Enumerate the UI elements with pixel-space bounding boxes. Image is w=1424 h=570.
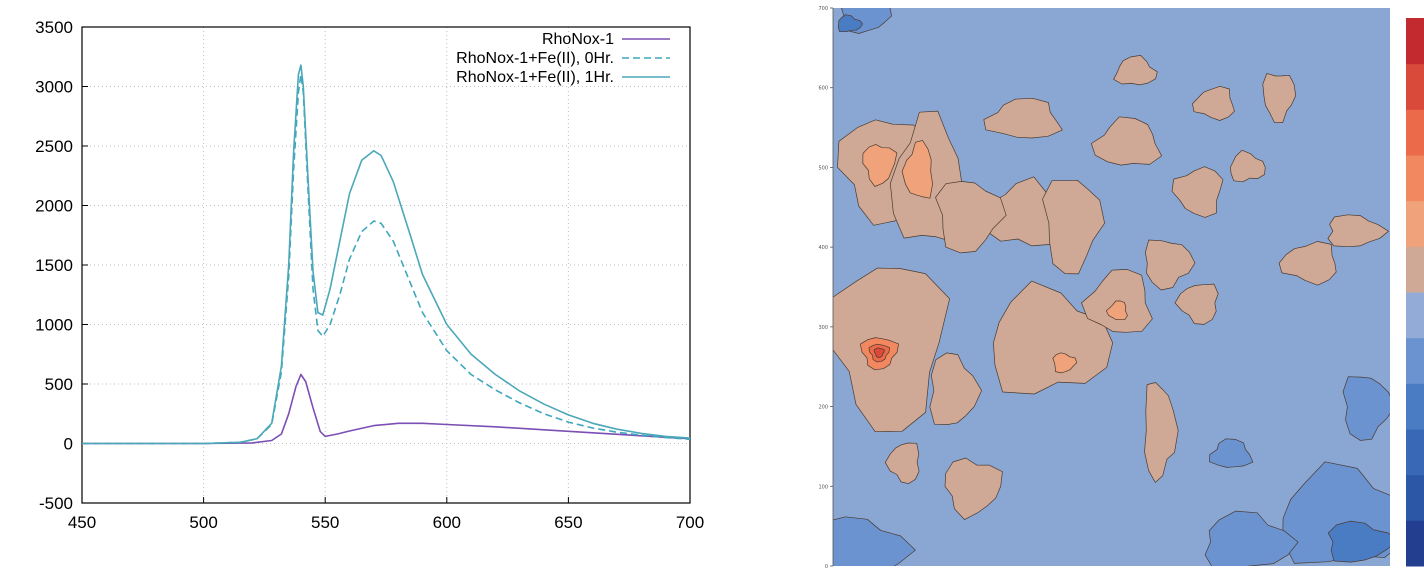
colorbar-segment bbox=[1406, 18, 1424, 65]
colorbar-segment bbox=[1406, 246, 1424, 293]
contour-map-svg: 0 100 200 300 400 500 600 700 bbox=[818, 6, 1424, 570]
y-tick-label: -500 bbox=[39, 494, 73, 513]
y-axis-ticks: -500 0 500 1000 1500 2000 2500 3000 3500 bbox=[35, 18, 88, 513]
hot-region bbox=[935, 181, 1007, 254]
x-tick-label: 450 bbox=[68, 513, 96, 532]
y-tick-label: 3000 bbox=[35, 78, 73, 97]
hot-region bbox=[1052, 352, 1078, 374]
colorbar-segment bbox=[1406, 520, 1424, 567]
cold-region bbox=[1327, 520, 1390, 563]
colorbar-segment bbox=[1406, 109, 1424, 156]
x-axis-ticks: 450 500 550 600 650 700 bbox=[68, 497, 704, 532]
legend-label-1: RhoNox-1 bbox=[542, 31, 614, 48]
hot-region bbox=[1144, 382, 1179, 483]
y-tick-label: 3500 bbox=[35, 18, 73, 37]
x-tick-label: 700 bbox=[676, 513, 704, 532]
grid bbox=[81, 26, 691, 504]
hot-region bbox=[1090, 116, 1163, 166]
line-chart-svg: 450 500 550 600 650 700 -500 0 500 1000 1500 2000 2… bbox=[35, 18, 704, 532]
colorbar-segment bbox=[1406, 200, 1424, 247]
cold-region bbox=[1209, 438, 1254, 468]
colorbar bbox=[1406, 18, 1424, 567]
hot-region bbox=[929, 352, 982, 425]
hot-region bbox=[1105, 300, 1128, 321]
hot-region bbox=[1278, 241, 1337, 286]
y-tick-label: 2000 bbox=[35, 197, 73, 216]
colorbar-segment bbox=[1406, 292, 1424, 339]
map-y-tick-label: 0 bbox=[825, 564, 828, 570]
y-tick-label: 1000 bbox=[35, 316, 73, 335]
map-y-axis-ticks: 0 100 200 300 400 500 600 700 bbox=[818, 6, 834, 570]
hot-region bbox=[1229, 149, 1266, 183]
map-y-tick-label: 300 bbox=[818, 325, 828, 331]
hot-region bbox=[993, 280, 1114, 395]
hot-region bbox=[1113, 55, 1158, 86]
series-line-3 bbox=[82, 64, 691, 445]
hot-region bbox=[884, 442, 920, 485]
hot-region bbox=[1174, 283, 1219, 325]
hot-region bbox=[862, 144, 898, 187]
series-line-2 bbox=[82, 73, 691, 445]
x-tick-label: 550 bbox=[311, 513, 339, 532]
cold-region bbox=[833, 516, 916, 566]
map-y-tick-label: 400 bbox=[818, 245, 828, 251]
y-tick-label: 500 bbox=[45, 375, 73, 394]
y-tick-label: 0 bbox=[64, 435, 73, 454]
hot-region bbox=[983, 97, 1063, 139]
cold-region bbox=[837, 14, 863, 33]
colorbar-segment bbox=[1406, 383, 1424, 430]
hot-region bbox=[1042, 179, 1105, 275]
series-group bbox=[82, 64, 691, 445]
hot-region bbox=[1327, 214, 1389, 248]
x-tick-label: 600 bbox=[433, 513, 461, 532]
x-tick-label: 650 bbox=[554, 513, 582, 532]
hot-region bbox=[1192, 85, 1235, 121]
map-y-tick-label: 700 bbox=[818, 6, 828, 12]
legend-label-2: RhoNox-1+Fe(II), 0Hr. bbox=[456, 50, 614, 67]
hot-region bbox=[1262, 73, 1297, 123]
colorbar-segment bbox=[1406, 63, 1424, 110]
hot-region bbox=[901, 140, 933, 199]
contour-field bbox=[833, 8, 1390, 566]
hot-region bbox=[944, 457, 1003, 520]
legend-label-3: RhoNox-1+Fe(II), 1Hr. bbox=[456, 69, 614, 86]
y-tick-label: 2500 bbox=[35, 137, 73, 156]
y-tick-label: 1500 bbox=[35, 256, 73, 275]
cold-region bbox=[1204, 510, 1299, 566]
hot-region bbox=[1171, 166, 1224, 218]
colorbar-segment bbox=[1406, 474, 1424, 521]
map-y-tick-label: 600 bbox=[818, 86, 828, 92]
colorbar-segment bbox=[1406, 429, 1424, 476]
series-line-1 bbox=[82, 373, 691, 445]
map-y-tick-label: 100 bbox=[818, 484, 828, 490]
map-y-tick-label: 200 bbox=[818, 405, 828, 411]
colorbar-segment bbox=[1406, 155, 1424, 202]
hot-region bbox=[1144, 239, 1196, 291]
cold-region bbox=[1342, 376, 1390, 441]
colorbar-segment bbox=[1406, 337, 1424, 384]
hot-region bbox=[873, 347, 885, 358]
map-y-tick-label: 500 bbox=[818, 165, 828, 171]
x-tick-label: 500 bbox=[189, 513, 217, 532]
legend: RhoNox-1 RhoNox-1+Fe(II), 0Hr. RhoNox-1+Fe… bbox=[456, 31, 670, 86]
